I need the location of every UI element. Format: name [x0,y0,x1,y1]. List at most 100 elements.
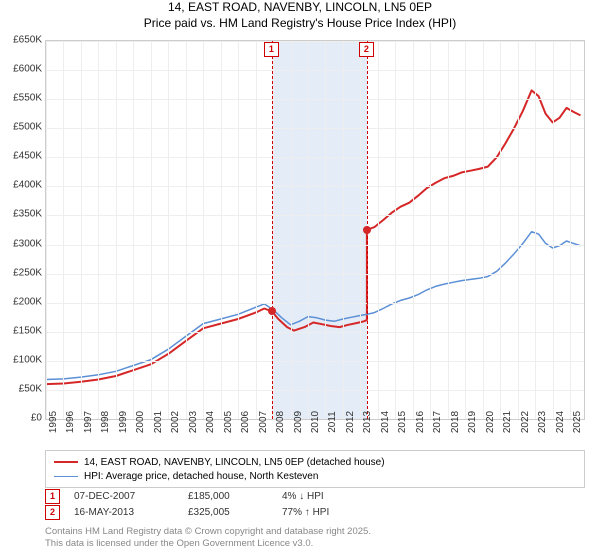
legend-swatch [54,461,78,463]
y-axis-label: £150K [2,325,42,336]
transaction-dot [363,226,371,234]
gridline-v [291,41,292,419]
x-axis-label: 2025 [572,411,583,433]
gridline-v [360,41,361,419]
y-axis-label: £200K [2,296,42,307]
gridline-v [46,41,47,419]
legend: 14, EAST ROAD, NAVENBY, LINCOLN, LN5 0EP… [45,450,585,488]
gridline-v [395,41,396,419]
x-axis-label: 2020 [485,411,496,433]
transaction-price: £325,005 [188,507,268,518]
x-axis-label: 2012 [345,411,356,433]
x-axis-label: 2002 [170,411,181,433]
gridline-v [413,41,414,419]
gridline-v [325,41,326,419]
x-axis-label: 2011 [327,411,338,433]
transaction-number: 1 [45,489,60,504]
transaction-marker-line [272,41,273,419]
gridline-h [46,332,584,333]
gridline-h [46,157,584,158]
gridline-h [46,99,584,100]
x-axis-label: 2023 [537,411,548,433]
gridline-v [553,41,554,419]
y-axis-label: £550K [2,93,42,104]
gridline-v [448,41,449,419]
gridline-h [46,128,584,129]
chart-lines [46,41,584,419]
x-axis-label: 2006 [240,411,251,433]
x-axis-label: 1996 [65,411,76,433]
gridline-v [238,41,239,419]
title-line1: 14, EAST ROAD, NAVENBY, LINCOLN, LN5 0EP [0,0,600,16]
gridline-h [46,215,584,216]
gridline-h [46,303,584,304]
y-axis-label: £600K [2,64,42,75]
gridline-v [168,41,169,419]
x-axis-label: 2000 [135,411,146,433]
gridline-v [343,41,344,419]
transaction-date: 07-DEC-2007 [74,491,174,502]
x-axis-label: 2005 [223,411,234,433]
gridline-v [186,41,187,419]
y-axis-label: £100K [2,354,42,365]
x-axis-label: 2019 [467,411,478,433]
transaction-price: £185,000 [188,491,268,502]
gridline-v [98,41,99,419]
x-axis-label: 2018 [450,411,461,433]
gridline-v [256,41,257,419]
transaction-pct: 77% ↑ HPI [282,507,372,518]
gridline-v [116,41,117,419]
gridline-h [46,274,584,275]
x-axis-label: 2007 [258,411,269,433]
gridline-h [46,41,584,42]
x-axis-label: 1995 [48,411,59,433]
chart-title: 14, EAST ROAD, NAVENBY, LINCOLN, LN5 0EP… [0,0,600,31]
x-axis-label: 2024 [555,411,566,433]
gridline-v [570,41,571,419]
gridline-h [46,186,584,187]
transaction-pct: 4% ↓ HPI [282,491,372,502]
y-axis-label: £650K [2,35,42,46]
gridline-h [46,390,584,391]
x-axis-label: 2015 [397,411,408,433]
transaction-number: 2 [45,505,60,520]
transaction-marker-label: 2 [359,42,374,57]
legend-label: 14, EAST ROAD, NAVENBY, LINCOLN, LN5 0EP… [84,457,385,468]
gridline-v [133,41,134,419]
chart-area [45,40,585,420]
gridline-v [465,41,466,419]
transaction-marker-label: 1 [264,42,279,57]
gridline-v [308,41,309,419]
y-axis-label: £350K [2,209,42,220]
y-axis-label: £50K [2,383,42,394]
gridline-v [430,41,431,419]
x-axis-label: 2003 [188,411,199,433]
y-axis-label: £300K [2,238,42,249]
y-axis-label: £0 [2,413,42,424]
gridline-h [46,361,584,362]
x-axis-label: 2014 [380,411,391,433]
gridline-v [535,41,536,419]
y-axis-label: £450K [2,151,42,162]
table-row: 2 16-MAY-2013 £325,005 77% ↑ HPI [45,504,372,520]
transaction-date: 16-MAY-2013 [74,507,174,518]
x-axis-label: 2010 [310,411,321,433]
gridline-h [46,70,584,71]
transaction-dot [268,307,276,315]
legend-label: HPI: Average price, detached house, Nort… [84,471,318,482]
x-axis-label: 2022 [520,411,531,433]
legend-item: 14, EAST ROAD, NAVENBY, LINCOLN, LN5 0EP… [54,455,576,469]
gridline-v [203,41,204,419]
x-axis-label: 2021 [502,411,513,433]
x-axis-label: 1998 [100,411,111,433]
x-axis-label: 2017 [432,411,443,433]
x-axis-label: 2004 [205,411,216,433]
gridline-v [518,41,519,419]
x-axis-label: 2001 [153,411,164,433]
y-axis-label: £400K [2,180,42,191]
gridline-v [500,41,501,419]
gridline-v [221,41,222,419]
footer-attribution: Contains HM Land Registry data © Crown c… [45,526,371,551]
gridline-v [273,41,274,419]
gridline-h [46,245,584,246]
